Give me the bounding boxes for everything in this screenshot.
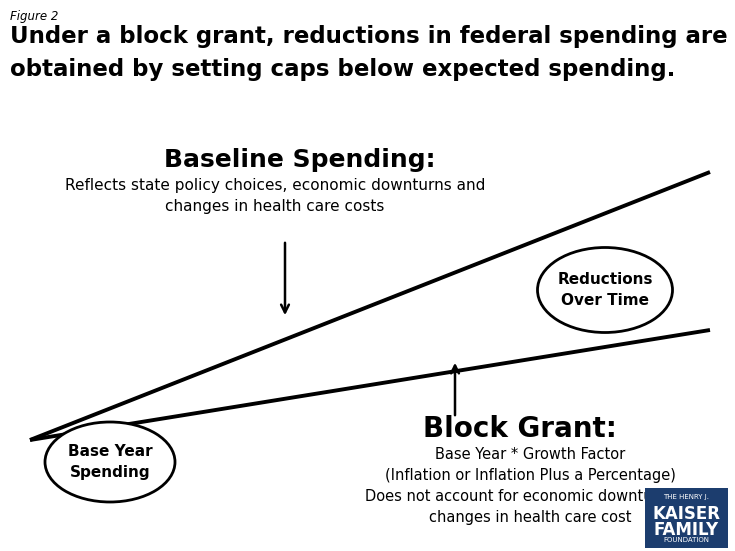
Ellipse shape xyxy=(45,422,175,502)
Text: Base Year
Spending: Base Year Spending xyxy=(68,444,152,480)
Text: obtained by setting caps below expected spending.: obtained by setting caps below expected … xyxy=(10,58,675,81)
FancyBboxPatch shape xyxy=(645,488,728,548)
Text: Reductions
Over Time: Reductions Over Time xyxy=(557,272,653,308)
Text: Baseline Spending:: Baseline Spending: xyxy=(164,148,436,172)
Text: Base Year * Growth Factor
(Inflation or Inflation Plus a Percentage)
Does not ac: Base Year * Growth Factor (Inflation or … xyxy=(365,447,695,525)
Ellipse shape xyxy=(537,247,673,332)
Text: Reflects state policy choices, economic downturns and
changes in health care cos: Reflects state policy choices, economic … xyxy=(65,178,485,214)
Text: Figure 2: Figure 2 xyxy=(10,10,58,23)
Text: Block Grant:: Block Grant: xyxy=(423,415,617,443)
Text: KAISER: KAISER xyxy=(653,505,720,523)
Text: FAMILY: FAMILY xyxy=(654,521,719,539)
Text: THE HENRY J.: THE HENRY J. xyxy=(664,494,709,500)
Text: Under a block grant, reductions in federal spending are: Under a block grant, reductions in feder… xyxy=(10,25,728,48)
Text: FOUNDATION: FOUNDATION xyxy=(664,537,709,543)
